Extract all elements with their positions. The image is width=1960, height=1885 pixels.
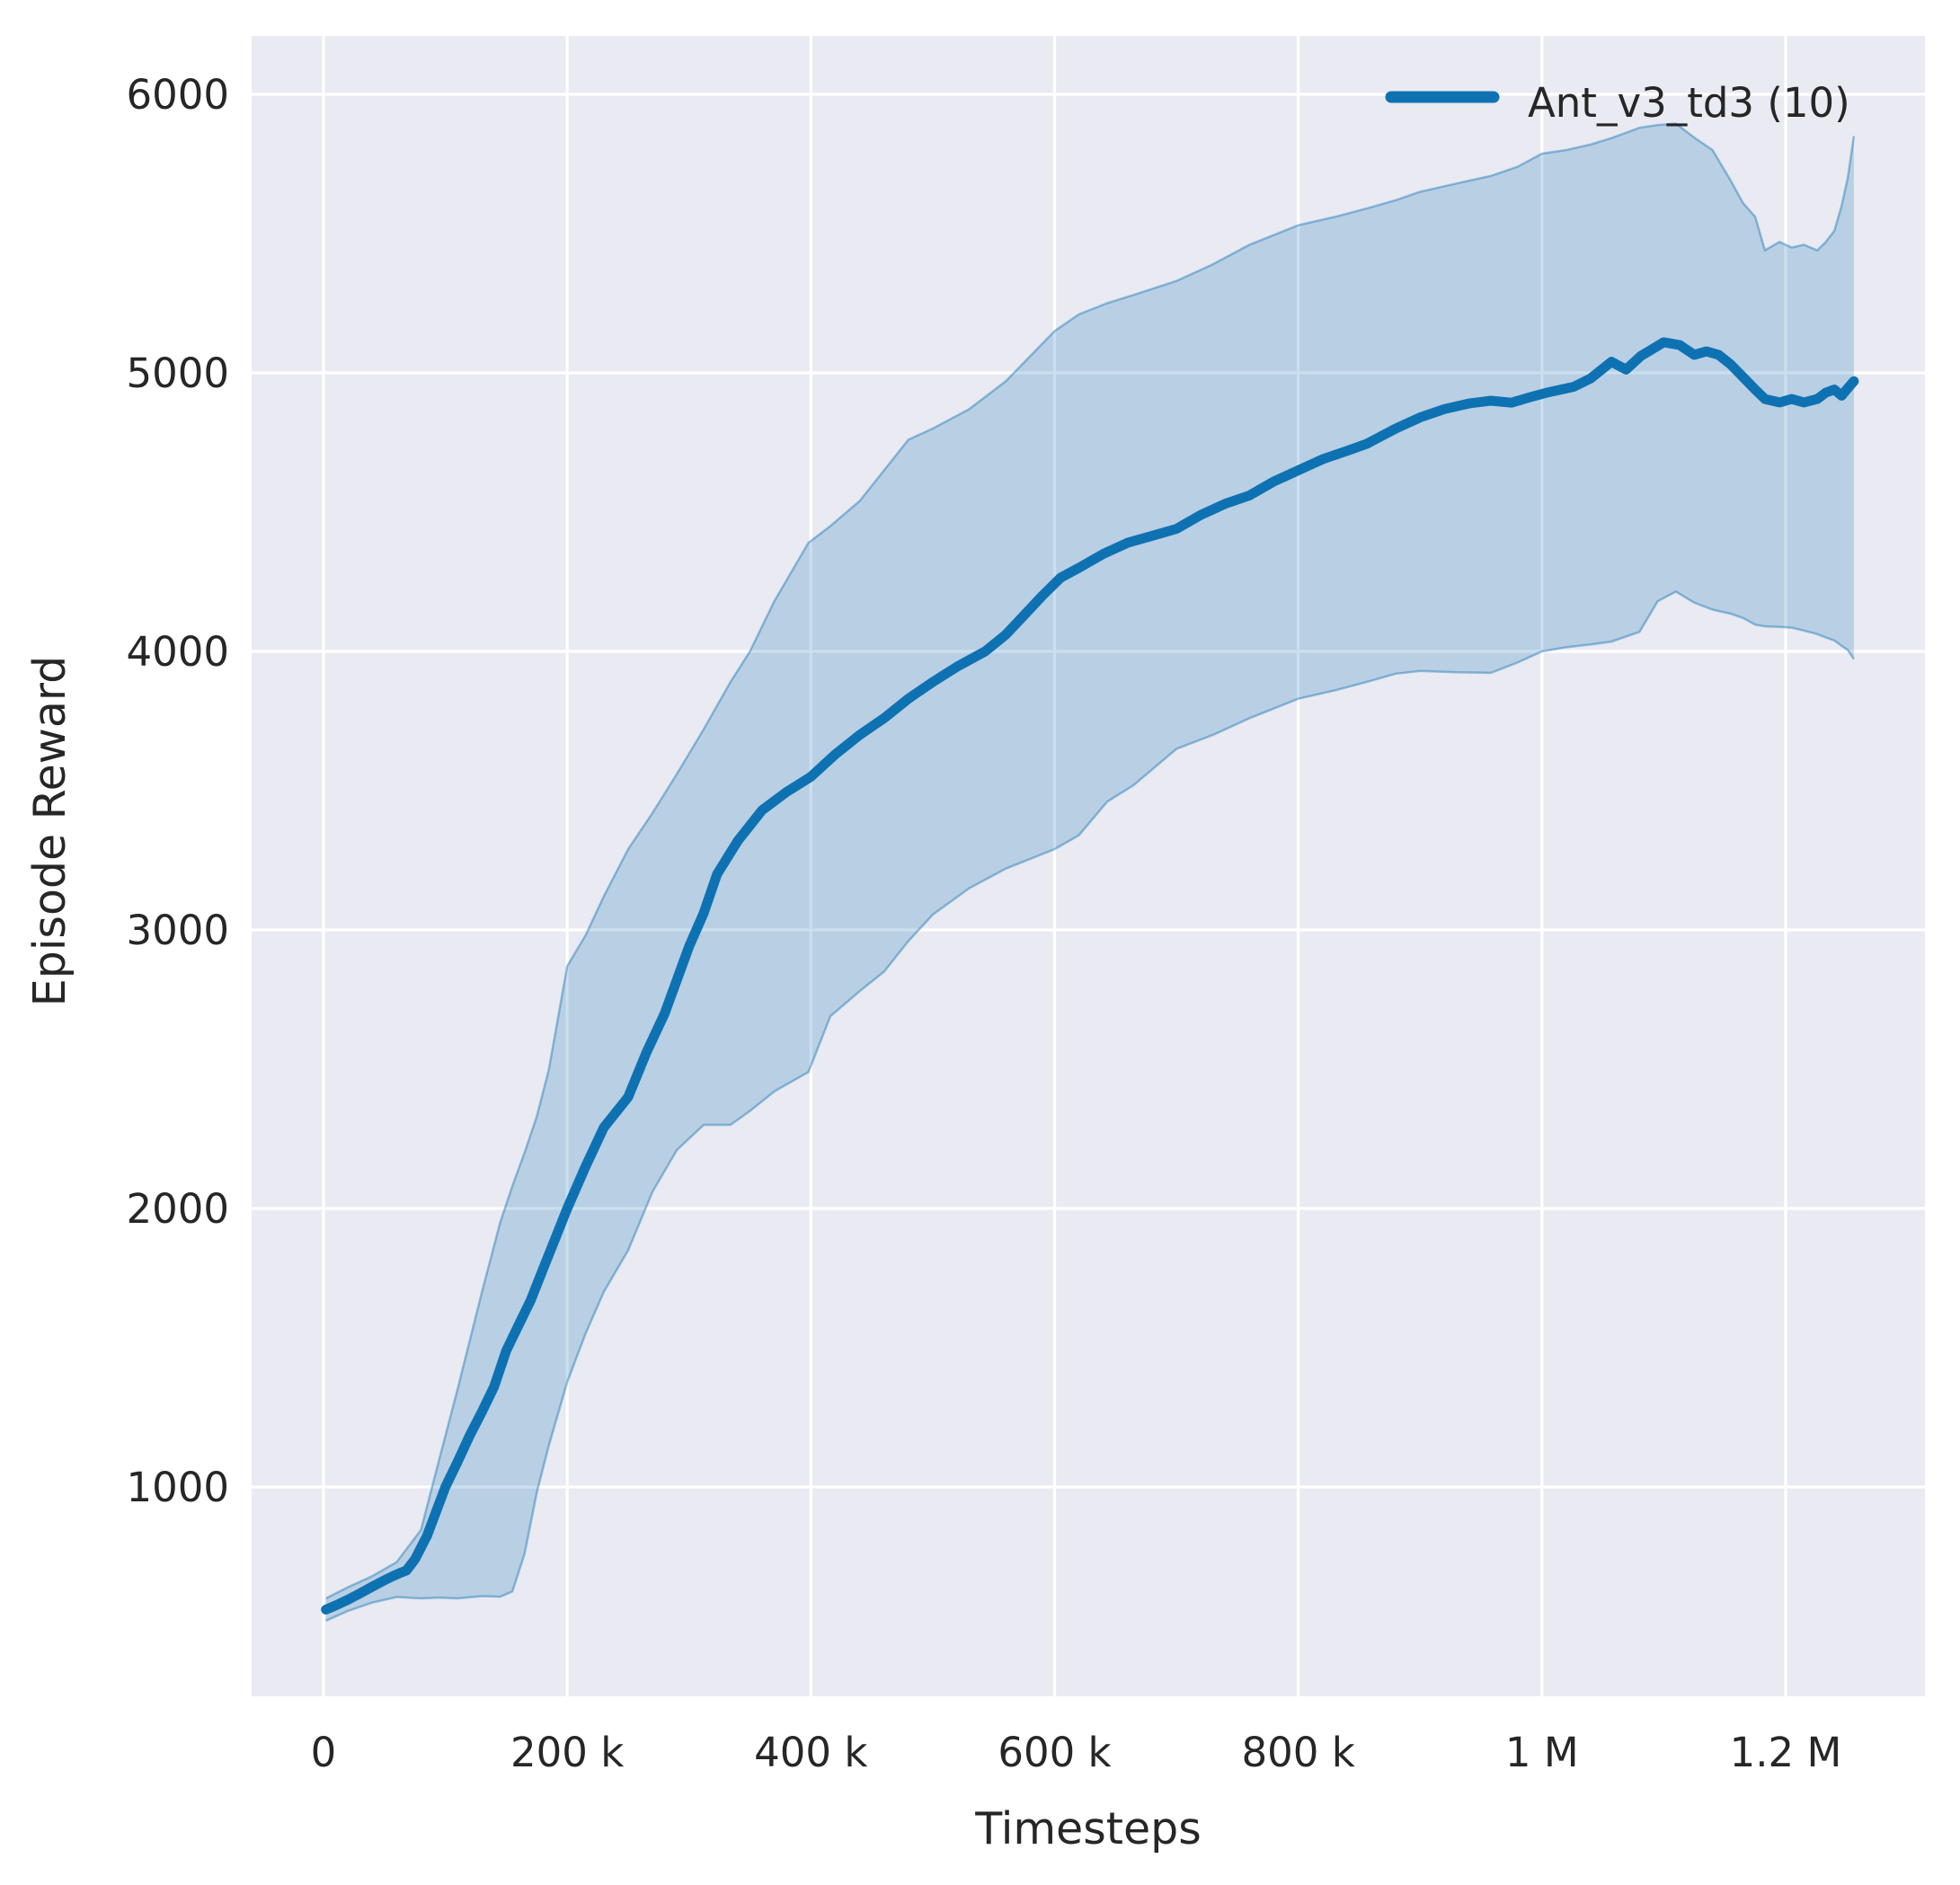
x-tick-label-0: 0 (311, 1729, 337, 1776)
y-tick-label-0: 1000 (126, 1464, 229, 1511)
x-tick-label-4: 800 k (1242, 1729, 1355, 1776)
x-tick-label-3: 600 k (998, 1729, 1111, 1776)
x-tick-label-6: 1.2 M (1730, 1729, 1842, 1776)
y-axis-label: Episode Reward (24, 656, 75, 1007)
plot-data-layer (321, 122, 1859, 1622)
x-tick-label-1: 200 k (510, 1729, 624, 1776)
plot-area (252, 36, 1925, 1696)
x-tick-label-2: 400 k (754, 1729, 867, 1776)
legend: Ant_v3_td3 (10) (1385, 79, 1850, 127)
y-tick-label-1: 2000 (126, 1185, 229, 1233)
tick-labels: 0 200 k 400 k 600 k 800 k 1 M 1.2 M 1000 2000 300… (126, 71, 1841, 1776)
y-tick-label-2: 3000 (126, 907, 229, 954)
x-axis-label: Timesteps (974, 1803, 1201, 1854)
x-tick-label-5: 1 M (1505, 1729, 1579, 1776)
y-tick-label-5: 6000 (126, 71, 229, 119)
gridlines (252, 36, 1925, 1696)
mean-reward-line (321, 337, 1859, 1615)
band-lower-edge (325, 589, 1855, 1622)
legend-entry-label: Ant_v3_td3 (10) (1528, 79, 1850, 127)
y-tick-label-4: 5000 (126, 350, 229, 397)
y-tick-label-3: 4000 (126, 628, 229, 676)
confidence-band (325, 123, 1854, 1621)
band-upper-edge (325, 122, 1856, 1600)
